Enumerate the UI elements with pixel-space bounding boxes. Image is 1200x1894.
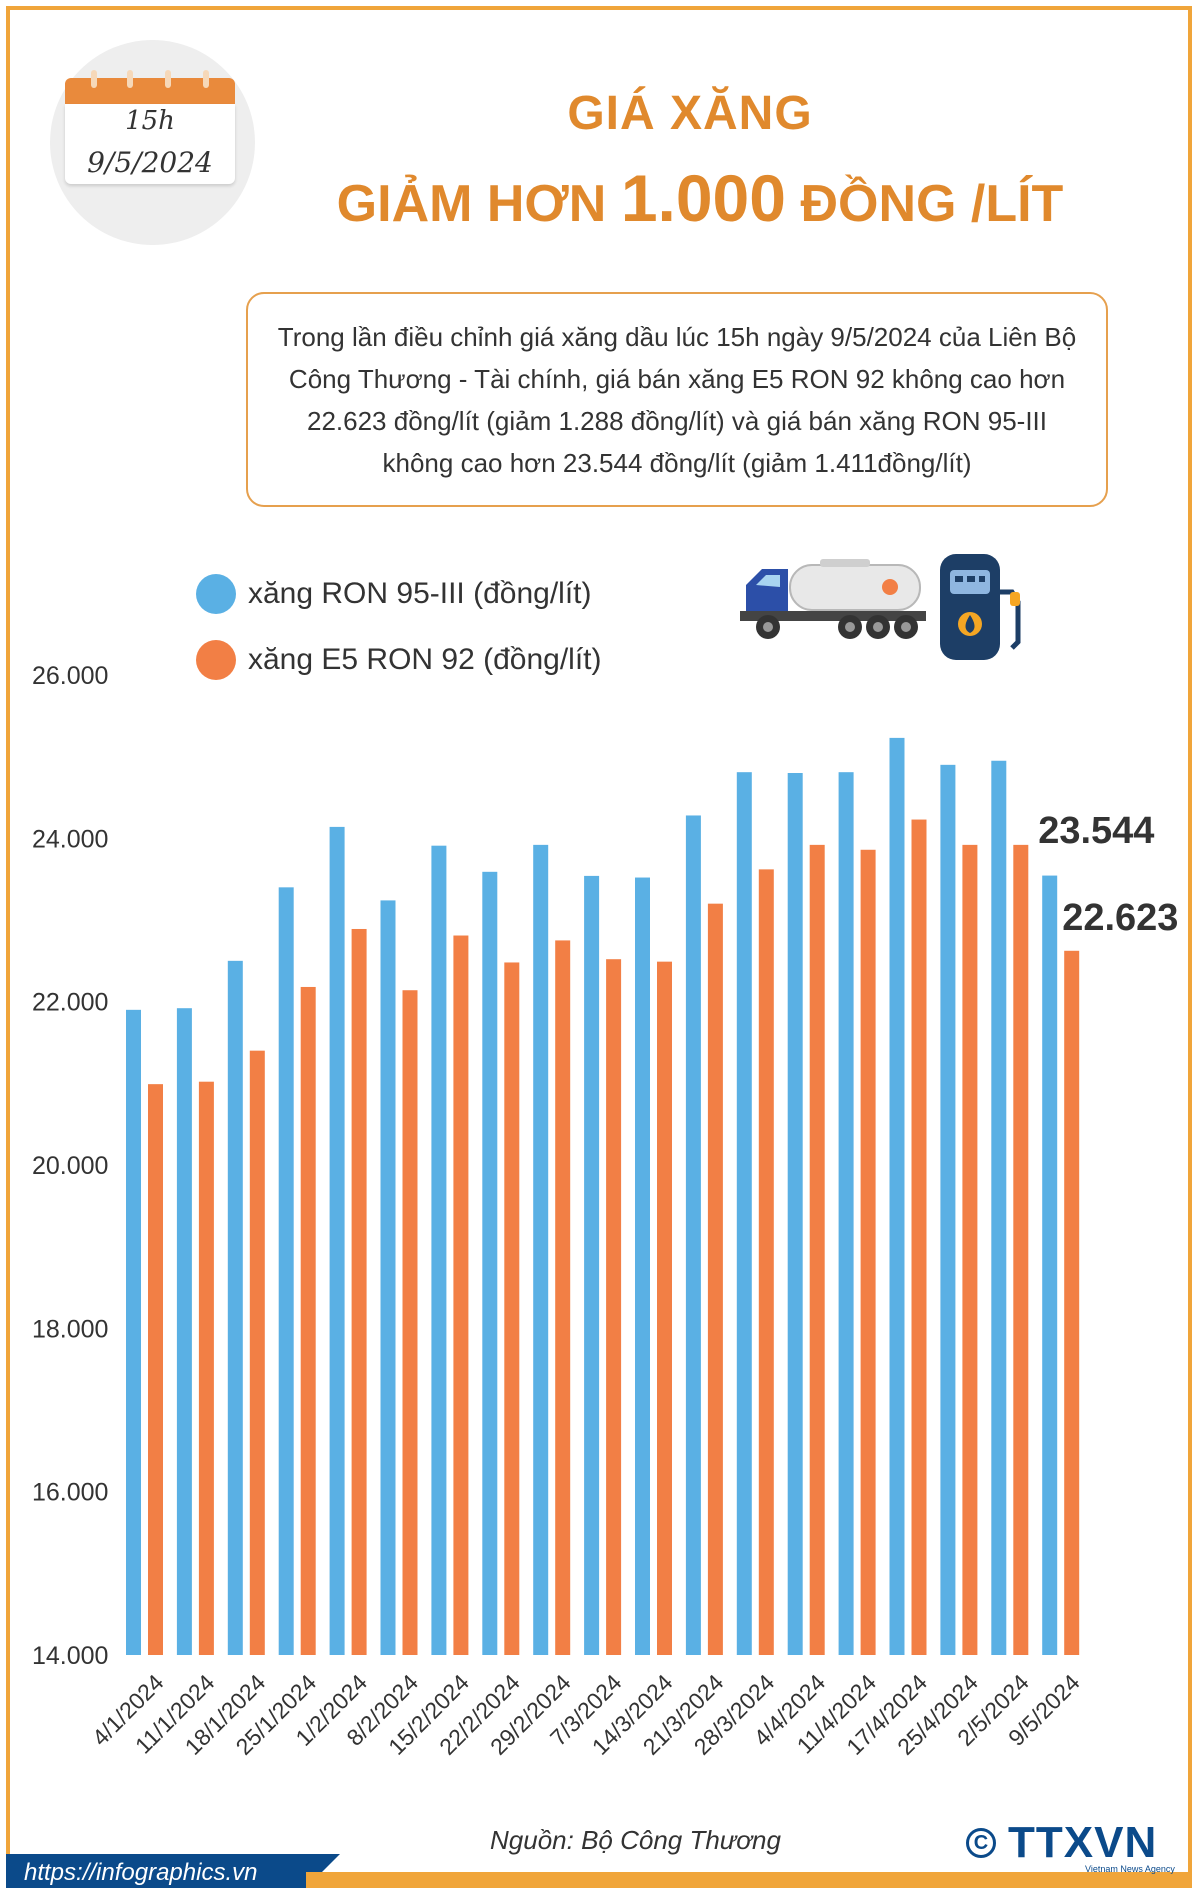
bar-e5 [249, 1050, 265, 1655]
bar-ron95 [991, 760, 1007, 1655]
ttxvn-logo: C TTXVN [966, 1818, 1157, 1868]
bar-e5 [962, 844, 978, 1655]
bar-e5 [1064, 950, 1080, 1655]
y-tick-label: 14.000 [32, 1642, 108, 1670]
bar-e5 [1013, 844, 1029, 1655]
y-tick-label: 20.000 [32, 1152, 108, 1180]
legend-swatch-ron95 [196, 574, 236, 614]
bar-ron95 [889, 737, 905, 1655]
bar-e5 [402, 990, 418, 1655]
summary-box: Trong lần điều chỉnh giá xăng dầu lúc 15… [246, 292, 1108, 507]
subtitle-number: 1.000 [620, 161, 786, 235]
subtitle-suffix: ĐỒNG /LÍT [800, 175, 1064, 233]
bar-e5 [758, 869, 774, 1655]
calendar-icon: 15h 9/5/2024 [65, 70, 235, 184]
bar-e5 [657, 961, 672, 1655]
logo-subtext: Vietnam News Agency [1085, 1864, 1175, 1874]
fuel-pump-icon [940, 554, 1021, 660]
fuel-truck-icon [740, 559, 926, 639]
annotation-ron95-latest: 23.544 [1038, 809, 1155, 852]
bar-ron95 [431, 845, 447, 1655]
bar-ron95 [176, 1008, 192, 1655]
bar-ron95 [533, 844, 549, 1655]
footer-band [6, 1854, 306, 1888]
bar-e5 [148, 1084, 163, 1655]
bar-e5 [351, 928, 367, 1655]
bar-ron95 [126, 1009, 141, 1655]
legend-label-e5: xăng E5 RON 92 (đồng/lít) [248, 643, 602, 676]
bar-ron95 [940, 764, 956, 1655]
bar-ron95 [1042, 875, 1058, 1655]
legend-item-e5: xăng E5 RON 92 (đồng/lít) [196, 640, 602, 680]
calendar-ring [203, 70, 209, 88]
bar-e5 [504, 962, 520, 1655]
bar-ron95 [380, 900, 396, 1655]
bar-ron95 [685, 815, 701, 1655]
y-tick-label: 26.000 [32, 662, 108, 690]
bar-e5 [453, 935, 469, 1655]
calendar-date: 9/5/2024 [87, 146, 213, 179]
bar-ron95 [482, 871, 498, 1655]
bar-e5 [198, 1081, 214, 1655]
bar-e5 [606, 959, 622, 1655]
bar-ron95 [329, 826, 345, 1655]
bar-e5 [707, 903, 723, 1655]
footer-url[interactable]: https://infographics.vn [24, 1859, 258, 1886]
bar-e5 [809, 844, 825, 1655]
price-chart: 26.000 24.000 22.000 20.000 18.000 16.000 14.0… [32, 662, 1085, 1760]
logo-text: TTXVN [1008, 1818, 1158, 1867]
bar-e5 [555, 940, 571, 1655]
calendar-ring [127, 70, 133, 88]
bar-ron95 [838, 772, 854, 1655]
y-tick-label: 16.000 [32, 1479, 108, 1507]
bar-e5 [300, 986, 316, 1655]
legend-label-ron95: xăng RON 95-III (đồng/lít) [248, 577, 592, 610]
summary-text: Trong lần điều chỉnh giá xăng dầu lúc 15… [277, 321, 1077, 478]
legend-item-ron95: xăng RON 95-III (đồng/lít) [196, 574, 591, 614]
y-tick-label: 24.000 [32, 825, 108, 853]
calendar-ring [165, 70, 171, 88]
page-subtitle: GIẢM HƠN 1.000 ĐỒNG /LÍT [300, 160, 1100, 236]
calendar-hour: 15h [125, 106, 175, 136]
bar-e5 [911, 819, 927, 1655]
subtitle-prefix: GIẢM HƠN [336, 175, 607, 233]
bar-ron95 [227, 960, 243, 1655]
source-text: Nguồn: Bộ Công Thương [490, 1825, 781, 1855]
bar-ron95 [736, 772, 752, 1655]
page-title: GIÁ XĂNG [567, 87, 813, 140]
legend-swatch-e5 [196, 640, 236, 680]
y-tick-label: 18.000 [32, 1315, 108, 1343]
bar-ron95 [584, 875, 600, 1655]
annotation-e5-latest: 22.623 [1062, 896, 1179, 939]
bar-e5 [860, 849, 876, 1655]
calendar-page [65, 104, 235, 184]
bar-ron95 [787, 773, 803, 1655]
bar-ron95 [278, 887, 294, 1655]
bar-ron95 [635, 877, 650, 1655]
y-tick-label: 22.000 [32, 989, 108, 1017]
calendar-ring [91, 70, 97, 88]
footer-stripe [306, 1872, 1192, 1888]
copyright-icon: C [966, 1828, 996, 1858]
